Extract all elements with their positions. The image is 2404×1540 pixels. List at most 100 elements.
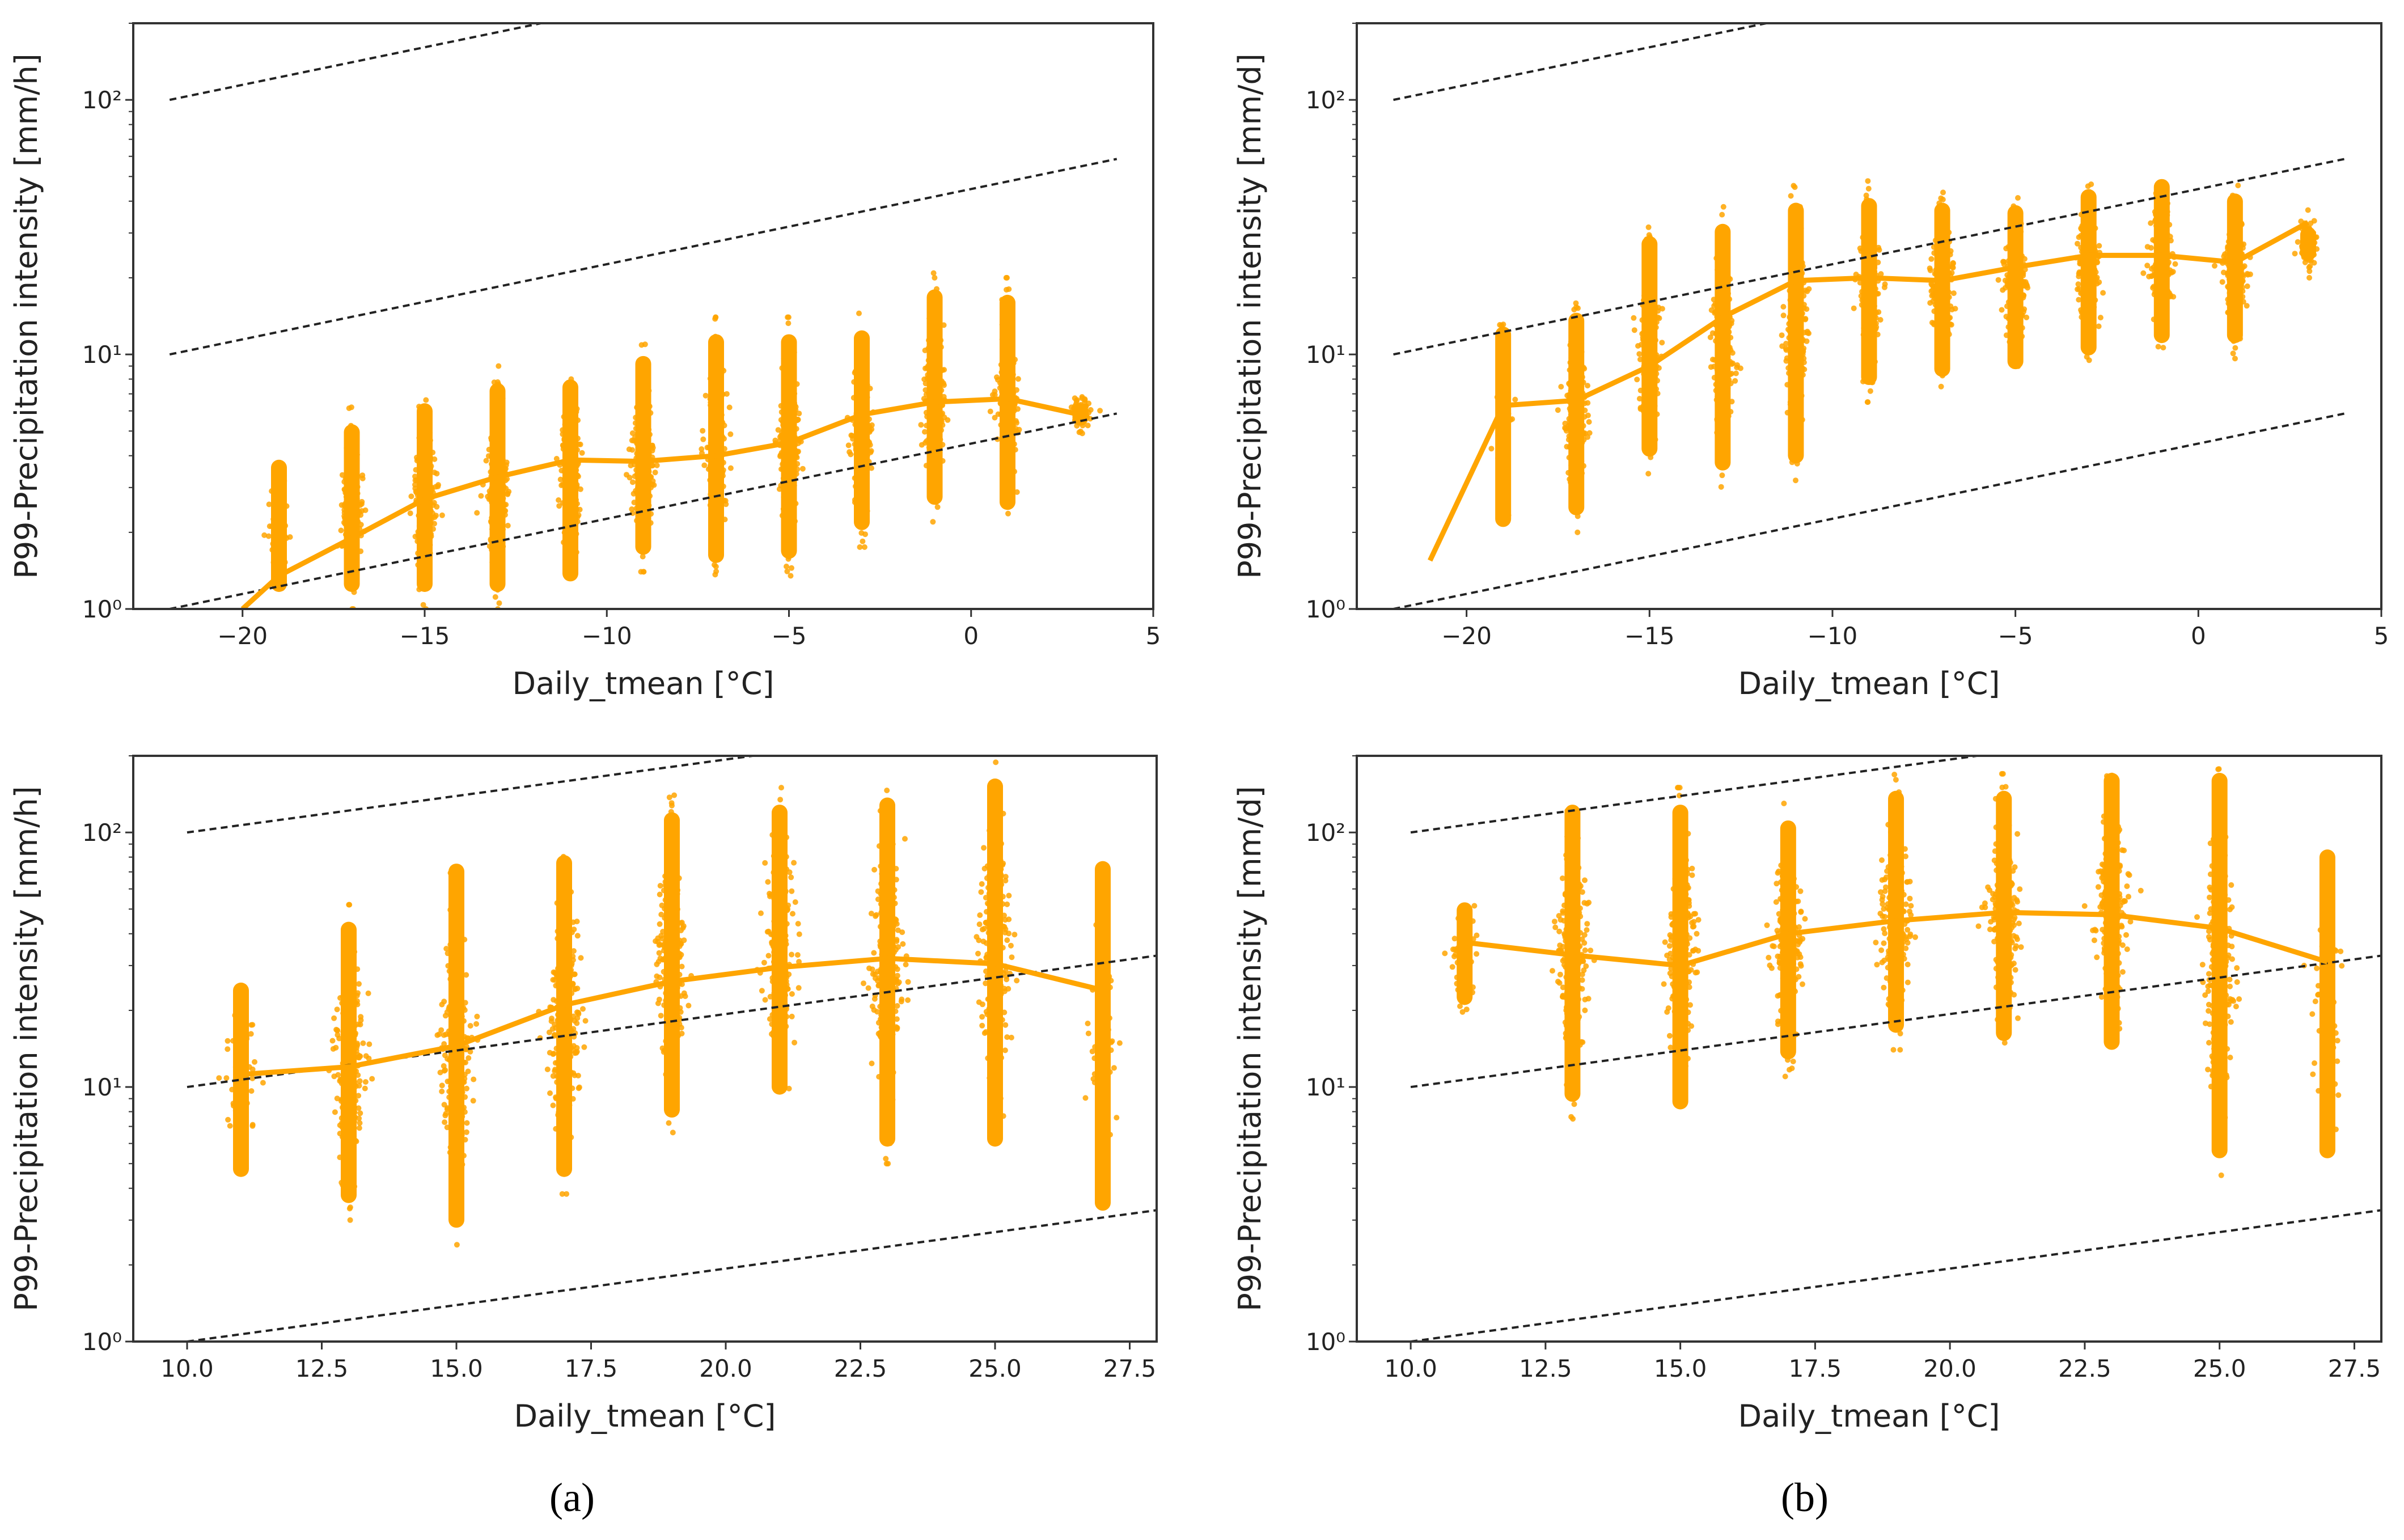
scatter-point <box>1878 271 1884 277</box>
caption-b: (b) <box>1781 1475 1829 1520</box>
scatter-point <box>359 472 366 479</box>
scatter-point <box>869 465 874 471</box>
scatter-cluster <box>326 902 375 1223</box>
scatter-point <box>862 531 868 538</box>
scatter-point <box>785 320 792 327</box>
scatter-point <box>2306 274 2312 281</box>
scatter-point <box>1882 281 1888 287</box>
scatter-point <box>362 1085 368 1091</box>
reference-line <box>1393 158 2345 356</box>
scatter-cluster <box>699 314 734 578</box>
scatter-cluster <box>1851 178 1888 405</box>
reference-line <box>1393 412 2345 609</box>
scatter-point <box>248 1031 254 1037</box>
scatter-point <box>2096 243 2102 249</box>
scatter-point <box>701 462 708 468</box>
scatter-point <box>365 990 371 996</box>
scatter-point <box>1720 204 1726 210</box>
scatter-point <box>941 367 947 373</box>
scatter-point <box>1733 370 1739 376</box>
scatter-point <box>1940 196 1946 202</box>
scatter-point <box>1780 312 1787 319</box>
scatter-point <box>2075 281 2081 287</box>
scatter-point <box>2140 270 2147 276</box>
scatter-point <box>1078 428 1084 434</box>
scatter-point <box>2076 234 2082 240</box>
scatter-point <box>869 422 875 428</box>
reference-line <box>169 23 547 101</box>
scatter-point <box>784 564 789 569</box>
scatter-point <box>2148 220 2154 226</box>
scatter-point <box>2247 271 2253 277</box>
scatter-point <box>856 310 862 316</box>
scatter-point <box>2230 350 2236 357</box>
scatter-point <box>355 1093 362 1099</box>
scatter-point <box>1950 290 1957 297</box>
scatter-point <box>1573 304 1579 310</box>
scatter-point <box>2172 261 2178 267</box>
scatter-point <box>1940 189 1946 196</box>
scatter-point <box>1783 347 1789 353</box>
scatter-cluster <box>334 404 369 609</box>
scatter-point <box>652 469 658 476</box>
scatter-cluster <box>844 310 877 550</box>
scatter-point <box>1783 341 1789 346</box>
scatter-point <box>921 376 928 382</box>
scatter-point <box>1734 365 1740 370</box>
scatter-point <box>932 274 938 281</box>
scatter-point <box>2076 297 2082 303</box>
x-axis-label: Daily_tmean [°C] <box>513 666 774 701</box>
scatter-point <box>1780 304 1787 310</box>
scatter-point <box>1573 300 1579 306</box>
scatter-point <box>2302 259 2308 265</box>
scatter-point <box>1585 383 1590 389</box>
scatter-cluster <box>1779 183 1812 484</box>
y-tick-label: 10² <box>1306 86 1345 114</box>
x-tick-label: −20 <box>217 622 268 650</box>
scatter-point <box>1950 265 1956 270</box>
scatter-point <box>2292 251 2298 257</box>
scatter-point <box>845 442 852 449</box>
scatter-point <box>1876 244 1882 251</box>
scatter-cluster <box>2212 183 2253 362</box>
scatter-point <box>439 512 445 518</box>
scatter-core <box>1568 312 1585 515</box>
scatter-point <box>431 500 437 506</box>
scatter-point <box>356 1125 362 1131</box>
scatter-point <box>261 532 268 538</box>
scatter-point <box>434 504 440 510</box>
x-tick-label: 5 <box>2374 622 2389 650</box>
scatter-point <box>1562 420 1568 426</box>
scatter-point <box>1634 376 1640 383</box>
scatter-point <box>474 510 480 516</box>
scatter-core <box>926 289 943 505</box>
x-tick-label: 5 <box>1146 622 1161 650</box>
scatter-point <box>1631 315 1637 321</box>
scatter-point <box>496 363 502 369</box>
scatter-point <box>1488 446 1495 452</box>
scatter-point <box>713 314 719 320</box>
scatter-point <box>1645 224 1652 230</box>
scatter-core <box>271 459 287 592</box>
scatter-point <box>1999 307 2005 313</box>
scatter-point <box>930 519 936 525</box>
scatter-point <box>506 489 512 494</box>
scatter-point <box>2155 344 2161 350</box>
scatter-core <box>1861 198 1877 386</box>
scatter-point <box>702 392 709 399</box>
x-tick-label: 0 <box>963 622 979 650</box>
scatter-point <box>420 602 426 608</box>
scatter-point <box>331 1015 337 1021</box>
scatter-point <box>2235 183 2241 189</box>
scatter-cluster <box>1555 300 1593 535</box>
scatter-point <box>1085 422 1091 429</box>
scatter-point <box>1927 267 1933 273</box>
scatter-point <box>1949 307 1955 312</box>
scatter-point <box>369 1076 375 1082</box>
scatter-point <box>556 503 562 509</box>
scatter-cluster <box>2073 181 2106 363</box>
scatter-cluster <box>2292 207 2320 281</box>
scatter-point <box>363 1053 369 1059</box>
scatter-point <box>2219 279 2225 285</box>
